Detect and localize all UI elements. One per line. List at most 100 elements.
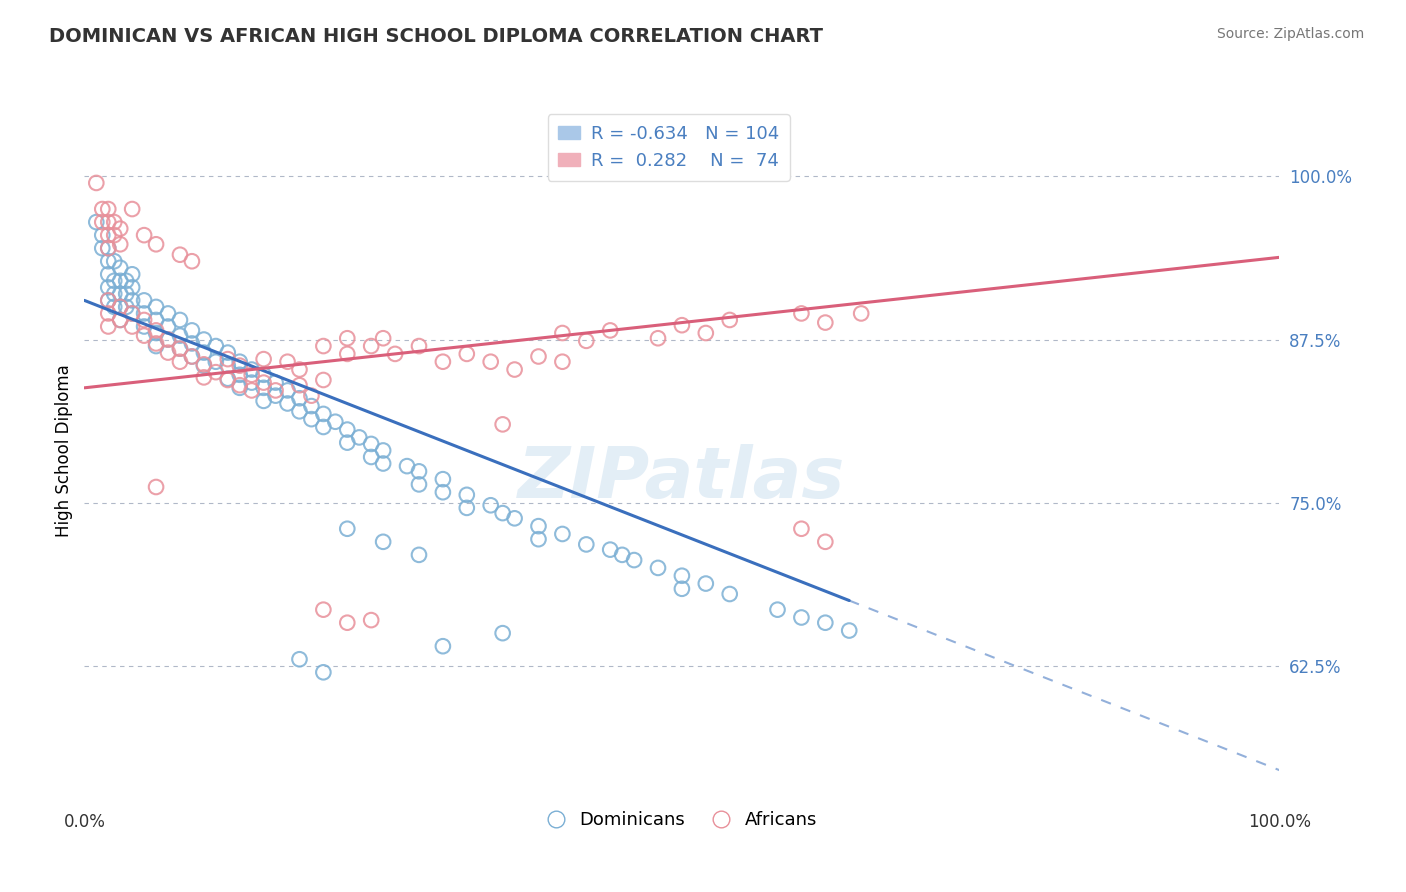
Point <box>157 345 180 359</box>
Point <box>718 587 741 601</box>
Point <box>336 522 359 536</box>
Point <box>396 459 419 474</box>
Point <box>647 561 669 575</box>
Point <box>115 286 138 301</box>
Point <box>91 241 114 255</box>
Point <box>360 339 382 353</box>
Point <box>169 313 191 327</box>
Point <box>115 300 138 314</box>
Point <box>103 228 125 243</box>
Point <box>288 404 311 418</box>
Point <box>110 313 132 327</box>
Point <box>277 384 299 398</box>
Point <box>110 313 132 327</box>
Point <box>193 357 215 371</box>
Point <box>253 376 276 390</box>
Point <box>790 306 813 320</box>
Text: Source: ZipAtlas.com: Source: ZipAtlas.com <box>1216 27 1364 41</box>
Point <box>181 350 204 364</box>
Point <box>229 355 252 369</box>
Point <box>492 417 515 432</box>
Point <box>312 407 335 421</box>
Point <box>360 437 382 451</box>
Point <box>277 355 299 369</box>
Point <box>551 326 574 340</box>
Point <box>336 347 359 361</box>
Point <box>240 368 263 382</box>
Point <box>253 381 276 395</box>
Point <box>301 389 323 403</box>
Point <box>132 306 156 320</box>
Point <box>373 457 395 471</box>
Point <box>384 347 406 361</box>
Point <box>110 286 132 301</box>
Point <box>217 345 239 359</box>
Point <box>193 359 215 373</box>
Point <box>360 613 382 627</box>
Point <box>575 537 598 551</box>
Point <box>253 368 276 382</box>
Point <box>145 313 167 327</box>
Point <box>288 391 311 405</box>
Point <box>181 350 204 364</box>
Point <box>91 228 114 243</box>
Point <box>193 333 215 347</box>
Point <box>157 319 180 334</box>
Point <box>145 326 167 340</box>
Point <box>551 355 574 369</box>
Point <box>695 576 717 591</box>
Legend: Dominicans, Africans: Dominicans, Africans <box>540 804 824 836</box>
Point <box>240 362 263 376</box>
Point <box>110 300 132 314</box>
Point <box>695 326 717 340</box>
Point <box>301 412 323 426</box>
Point <box>193 345 215 359</box>
Point <box>288 378 311 392</box>
Point <box>110 237 132 252</box>
Point <box>790 522 813 536</box>
Point <box>132 328 156 343</box>
Point <box>145 339 167 353</box>
Point <box>671 568 693 582</box>
Point <box>336 615 359 630</box>
Point <box>253 393 276 408</box>
Point <box>181 323 204 337</box>
Point <box>97 293 120 308</box>
Point <box>814 615 837 630</box>
Point <box>145 323 167 337</box>
Point <box>103 300 125 314</box>
Point <box>264 389 287 403</box>
Point <box>312 602 335 616</box>
Point <box>97 268 120 282</box>
Point <box>623 553 645 567</box>
Point <box>766 602 789 616</box>
Point <box>229 359 252 373</box>
Point <box>647 331 669 345</box>
Point <box>205 339 228 353</box>
Point <box>349 430 371 444</box>
Point <box>132 228 156 243</box>
Point <box>110 274 132 288</box>
Point <box>205 355 228 369</box>
Point <box>277 396 299 410</box>
Point <box>492 506 515 520</box>
Point <box>115 274 138 288</box>
Point <box>217 372 239 386</box>
Point <box>103 286 125 301</box>
Point <box>408 464 430 478</box>
Point <box>599 542 621 557</box>
Point <box>264 384 287 398</box>
Point <box>169 355 191 369</box>
Point <box>157 306 180 320</box>
Text: DOMINICAN VS AFRICAN HIGH SCHOOL DIPLOMA CORRELATION CHART: DOMINICAN VS AFRICAN HIGH SCHOOL DIPLOMA… <box>49 27 823 45</box>
Point <box>181 254 204 268</box>
Point <box>479 355 502 369</box>
Point <box>432 485 454 500</box>
Point <box>612 548 634 562</box>
Point <box>240 376 263 390</box>
Y-axis label: High School Diploma: High School Diploma <box>55 364 73 537</box>
Point <box>408 477 430 491</box>
Point <box>479 498 502 512</box>
Point <box>288 652 311 666</box>
Point <box>336 435 359 450</box>
